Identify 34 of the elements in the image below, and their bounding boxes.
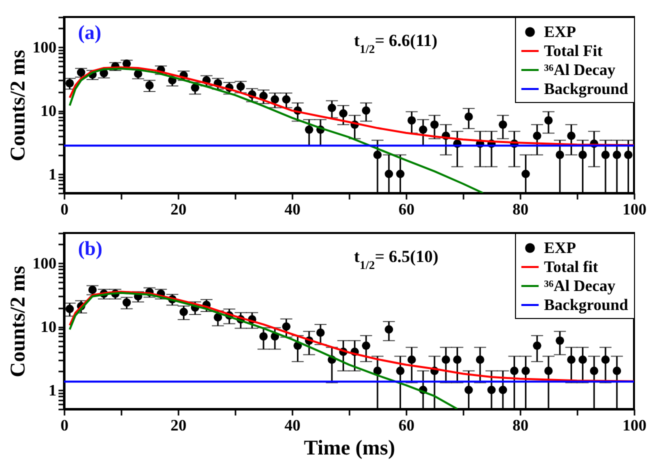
annotation: (b) [78, 238, 102, 260]
x-tick-label: 20 [170, 418, 186, 434]
x-tick-label: 0 [60, 418, 68, 434]
x-tick-label: 80 [512, 202, 528, 218]
y-tick-label: 10 [40, 319, 56, 336]
legend-label: Background [544, 81, 628, 98]
legend-label: ³⁶Al Decay [544, 278, 616, 295]
x-tick-label: 0 [60, 202, 68, 218]
x-axis-title: Time (ms) [304, 436, 396, 460]
legend-label: Total fit [544, 259, 599, 276]
x-tick-label: 40 [284, 202, 300, 218]
line-series [68, 68, 484, 193]
legend-label: Total Fit [544, 43, 604, 60]
legend-label: EXP [544, 240, 576, 257]
x-tick-label: 60 [398, 418, 414, 434]
y-tick-label: 10 [40, 103, 56, 120]
y-tick-label: 1 [48, 382, 56, 400]
y-axis-title: Counts/2 ms [6, 50, 30, 162]
y-tick-label: 100 [32, 256, 56, 273]
x-tick-label: 100 [622, 418, 646, 434]
x-tick-label: 20 [170, 202, 186, 218]
x-tick-label: 60 [398, 202, 414, 218]
y-tick-label: 100 [32, 40, 56, 57]
y-tick-label: 1 [48, 166, 56, 184]
legend-label: Background [544, 297, 628, 314]
legend-label: EXP [544, 24, 576, 41]
annotation: (a) [78, 22, 102, 44]
x-tick-label: 80 [512, 418, 528, 434]
y-axis-title: Counts/2 ms [6, 266, 30, 378]
annotation: t$_{1/2}$= 6.5(10) [354, 247, 438, 272]
x-tick-label: 100 [622, 202, 646, 218]
x-tick-label: 40 [284, 418, 300, 434]
annotation: t$_{1/2}$= 6.6(11) [354, 31, 438, 56]
legend-label: ³⁶Al Decay [544, 62, 616, 79]
